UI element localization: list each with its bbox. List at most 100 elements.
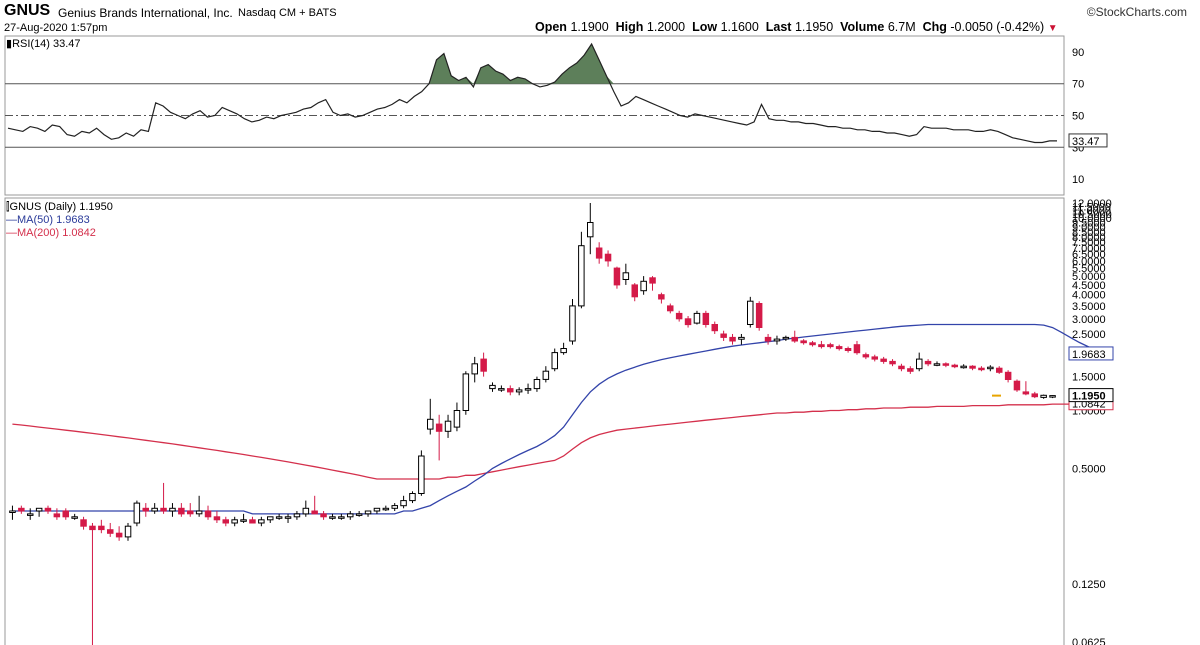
price-panel-frame [4,197,1065,645]
candle-body [195,510,203,515]
candle-body [987,366,994,370]
ma200-line-icon: — [6,227,17,239]
candle-body [453,410,461,428]
rsi-value-badge [1068,133,1108,148]
candle-body [524,388,532,391]
candle-body [604,253,612,262]
ticker-symbol: GNUS [4,2,51,19]
candle-body [871,356,878,360]
candle-body [747,300,754,326]
candle-body [53,513,61,518]
low-label: Low [692,20,718,34]
price-tick-label: 11.0000 [1072,205,1111,217]
high-value: 1.2000 [646,20,686,34]
price-legend: ⫿GNUS (Daily) 1.1950 [6,201,113,214]
candle-body [160,507,167,512]
rsi-legend: ▮RSI(14) 33.47 [6,37,81,50]
price-tick-label: 6.0000 [1072,256,1106,268]
candle-body [1013,380,1021,391]
candle-body [631,284,638,298]
candle-body [267,516,274,521]
candle-body [1049,395,1056,398]
candle-body [569,305,576,342]
candle-body [409,493,416,502]
candle-body [27,513,34,516]
candle-body [498,388,505,391]
candle-body [444,420,452,432]
candle-body [213,516,221,521]
ma50-line-icon: — [6,214,17,226]
price-tick-label: 4.5000 [1072,280,1106,292]
candle-body [924,360,932,365]
candle-body [124,525,132,538]
price-tick-label: 9.0000 [1072,222,1106,234]
candle-body [533,379,541,390]
price-tick-label: 8.0000 [1072,232,1106,244]
candle-body [622,272,630,280]
candle-body [249,519,256,524]
last-price-badge-text: 1.1950 [1072,391,1106,403]
candle-body [373,507,381,512]
candle-body [115,532,123,538]
low-value: 1.1600 [720,20,759,34]
candle-body [1004,371,1012,380]
candle-body [640,280,647,292]
candle-body [62,510,69,518]
candle-body [44,507,52,512]
candle-body [560,348,567,354]
candle-body [818,344,825,348]
candle-body [71,516,78,519]
rsi-tick-label: 50 [1072,111,1084,123]
price-tick-label: 0.0625 [1072,637,1106,645]
candle-body [907,368,914,372]
exchange-label: Nasdaq CM + BATS [238,7,337,19]
candle-body [338,516,345,519]
candle-body [658,294,665,300]
ma50-line [12,323,1107,515]
candlestick-icon: ⫿ [6,201,10,213]
price-tick-label: 5.5000 [1072,263,1106,275]
candle-body [578,245,585,307]
candle-body [711,324,718,332]
candle-body [702,312,710,325]
candle-body [880,358,887,362]
candle-body [613,267,621,286]
price-tick-label: 3.0000 [1072,314,1106,326]
candle-body [720,333,727,338]
candle-body [391,505,398,509]
price-tick-label: 5.0000 [1072,271,1106,283]
candle-body [844,348,852,351]
candle-body [862,354,870,358]
candle-body [1022,391,1030,395]
price-tick-label: 9.5000 [1072,218,1106,230]
candle-body [996,367,1003,373]
ma50-value-badge-text: 1.9683 [1072,349,1106,361]
price-tick-label: 1.5000 [1072,372,1106,384]
company-name: Genius Brands International, Inc. [58,6,233,20]
candle-body [542,370,550,380]
candle-body [729,336,736,342]
candle-body [9,510,16,513]
candle-body [755,303,763,328]
candle-body [933,363,941,366]
candle-body [916,358,923,370]
candle-body [222,519,229,524]
candlestick-icon: ▮ [6,38,13,50]
candle-body [142,507,149,512]
price-tick-label: 4.0000 [1072,290,1106,302]
volume-value: 6.7M [887,20,916,34]
candle-body [684,318,692,326]
candle-body [827,344,834,348]
candle-body [382,507,390,511]
ma50-legend-label: MA(50) 1.9683 [17,214,90,226]
price-tick-label: 7.5000 [1072,237,1106,249]
rsi-overbought-fill [8,44,1057,84]
candle-body [800,340,807,344]
candle-body [782,336,790,340]
price-tick-label: 12.0000 [1072,198,1112,210]
candle-body [302,507,310,515]
ma200-legend-label: MA(200) 1.0842 [17,227,96,239]
candle-body [960,365,967,369]
ma200-line [12,403,1106,480]
price-tick-label: 7.0000 [1072,243,1106,255]
